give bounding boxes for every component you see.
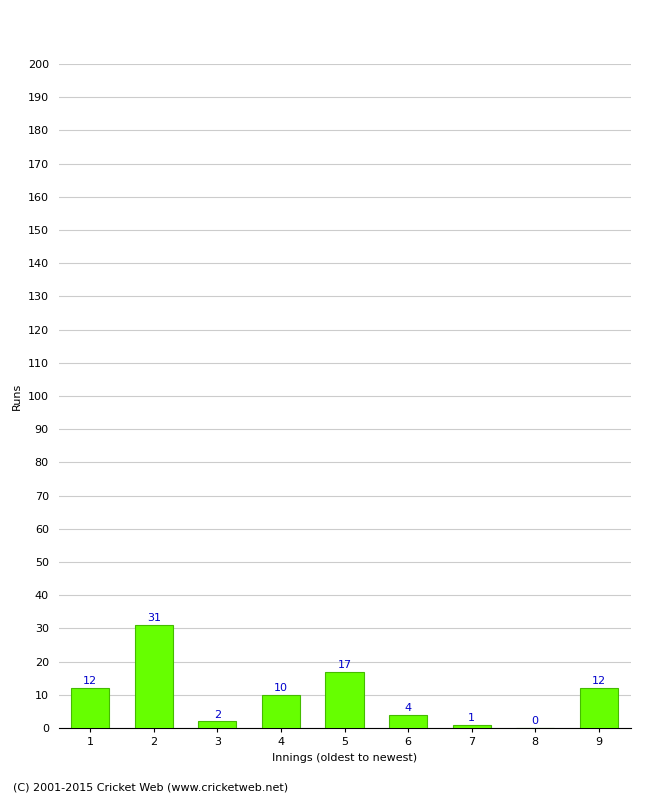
Text: 12: 12 (592, 677, 606, 686)
Bar (135, 625, 173, 728)
Text: 31: 31 (147, 614, 161, 623)
X-axis label: Innings (oldest to newest): Innings (oldest to newest) (272, 753, 417, 762)
Bar (580, 688, 617, 728)
Bar (72, 688, 109, 728)
Y-axis label: Runs: Runs (12, 382, 22, 410)
Text: 2: 2 (214, 710, 221, 720)
Text: 17: 17 (337, 660, 352, 670)
Bar (198, 722, 237, 728)
Text: 10: 10 (274, 683, 288, 693)
Text: 1: 1 (468, 713, 475, 723)
Bar (326, 671, 363, 728)
Bar (262, 694, 300, 728)
Bar (452, 725, 491, 728)
Text: 0: 0 (532, 716, 539, 726)
Text: (C) 2001-2015 Cricket Web (www.cricketweb.net): (C) 2001-2015 Cricket Web (www.cricketwe… (13, 782, 288, 792)
Bar (389, 714, 427, 728)
Text: 4: 4 (404, 703, 411, 713)
Text: 12: 12 (83, 677, 98, 686)
